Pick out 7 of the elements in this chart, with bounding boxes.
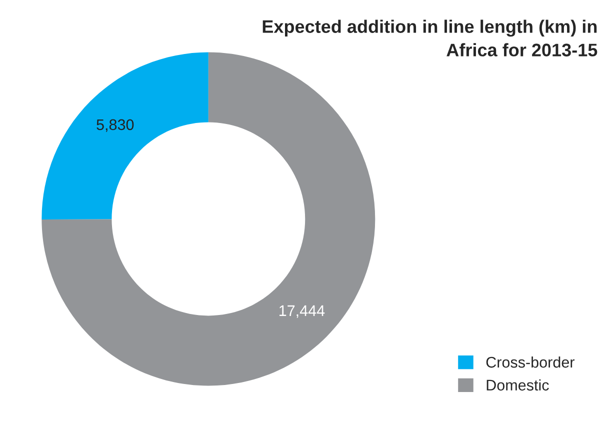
donut-slice — [42, 52, 208, 220]
data-label: 17,444 — [280, 305, 325, 318]
legend-label: Domestic — [486, 379, 549, 391]
legend-label: Cross-border — [486, 356, 574, 368]
chart-title: Expected addition in line length (km) in Africa for 2013-15 — [262, 20, 598, 56]
donut-slice — [42, 52, 376, 386]
data-label: 5,830 — [96, 119, 134, 132]
